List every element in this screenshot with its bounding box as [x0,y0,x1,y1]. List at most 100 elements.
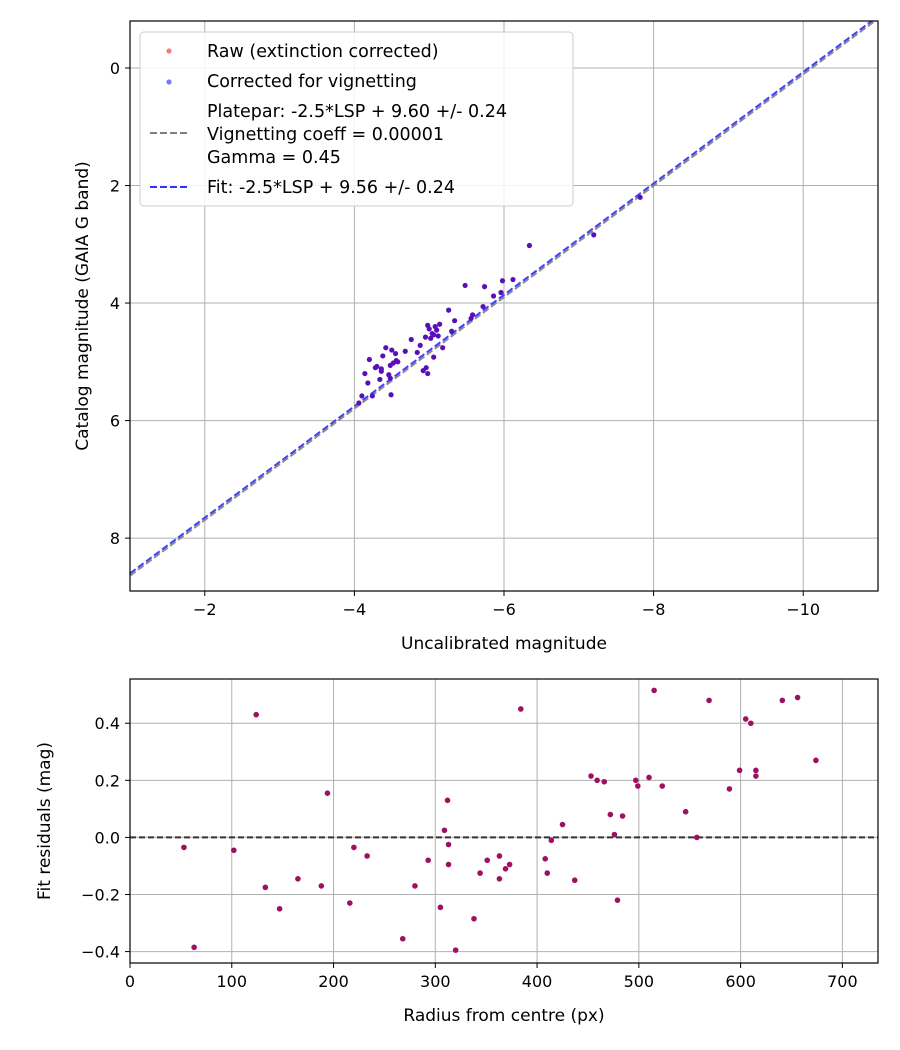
data-point [445,841,452,848]
data-point [462,282,468,289]
data-point [813,757,819,764]
top-tick-labels: −2 −4 −6 −8 −10 0 2 4 6 8 [110,59,820,619]
bottom-y-axis-label: Fit residuals (mag) [35,742,55,900]
residuals-plot: 0 100 200 300 400 500 600 700−0.4−0.20.00.20.4 … [35,678,879,1026]
data-point [510,276,516,283]
x-tick-label: 0 [125,972,135,991]
data-point [365,380,371,386]
data-point [452,947,459,953]
data-point [362,370,368,377]
data-point [706,697,712,704]
data-point [619,813,626,819]
data-point [435,333,441,339]
data-point [742,716,749,722]
top-x-axis-label: Uncalibrated magnitude [401,634,607,654]
fit-line-platepar [130,21,877,577]
data-point [632,777,639,784]
data-point [607,811,614,818]
data-point [496,853,503,859]
data-point [517,706,524,712]
data-point [588,773,594,779]
y-tick-label: −0.2 [81,885,120,904]
data-point [601,778,608,785]
data-point [387,362,393,368]
data-point [542,856,549,862]
data-point [417,342,423,348]
data-point [571,877,578,884]
data-point [181,844,187,851]
data-point [380,353,386,359]
data-point [377,376,383,383]
data-point [559,821,566,828]
data-point [428,335,434,341]
legend-frame [139,31,574,207]
y-tick-label: 2 [110,177,120,196]
data-point [614,897,621,904]
legend-platepar-label: Platepar: -2.5*LSP + 9.60 +/- 0.24 [207,102,507,122]
data-point [425,857,431,864]
data-point [444,797,451,804]
data-point [276,905,283,912]
bottom-scatter-points [181,687,819,953]
data-point [506,861,513,868]
data-point [481,284,488,290]
data-point [736,767,743,774]
x-tick-label: −2 [193,600,217,619]
data-point [191,944,197,951]
top-fit-lines [130,21,877,577]
data-point [437,904,444,911]
data-point [753,773,759,779]
data-point [452,318,458,324]
bottom-grid [129,679,878,963]
data-point [262,884,269,891]
data-point [347,900,353,906]
data-point [392,350,399,357]
y-tick-label: 4 [110,294,120,313]
data-point [420,368,426,374]
x-tick-label: −4 [343,600,367,619]
data-point [449,328,455,334]
data-point [480,303,486,310]
legend-corrected-marker [166,79,172,85]
data-point [231,847,237,854]
data-point [364,853,370,859]
legend-raw-marker [166,48,172,54]
x-tick-label: 700 [827,972,858,991]
legend-gamma-label: Gamma = 0.45 [207,148,341,168]
data-point [432,323,438,330]
data-point [425,370,431,377]
data-point [726,786,733,792]
data-point [441,827,448,834]
data-point [295,875,301,882]
data-point [414,349,420,356]
data-point [490,293,497,299]
y-tick-label: 0 [110,59,120,78]
fit-line-fit [130,21,874,575]
data-point [496,875,503,882]
data-point [484,857,491,864]
legend-raw-label: Raw (extinction corrected) [207,42,439,62]
data-point [383,345,389,351]
data-point [747,720,754,727]
legend-fit-label: Fit: -2.5*LSP + 9.56 +/- 0.24 [207,178,455,198]
bottom-plot-background [130,679,878,963]
data-point [659,783,666,789]
y-tick-label: 8 [110,529,120,548]
data-point [431,332,437,338]
data-point [694,834,700,841]
data-point [440,345,446,351]
data-point [637,194,643,200]
data-point [682,808,689,815]
data-point [412,883,418,889]
data-point [779,697,786,704]
data-point [526,242,533,249]
x-tick-label: −6 [492,600,516,619]
data-point [651,687,657,694]
data-point [324,790,331,796]
legend: Raw (extinction corrected) Corrected for… [139,31,574,207]
data-point [356,400,362,406]
x-tick-label: −10 [786,600,820,619]
data-point [399,935,406,942]
